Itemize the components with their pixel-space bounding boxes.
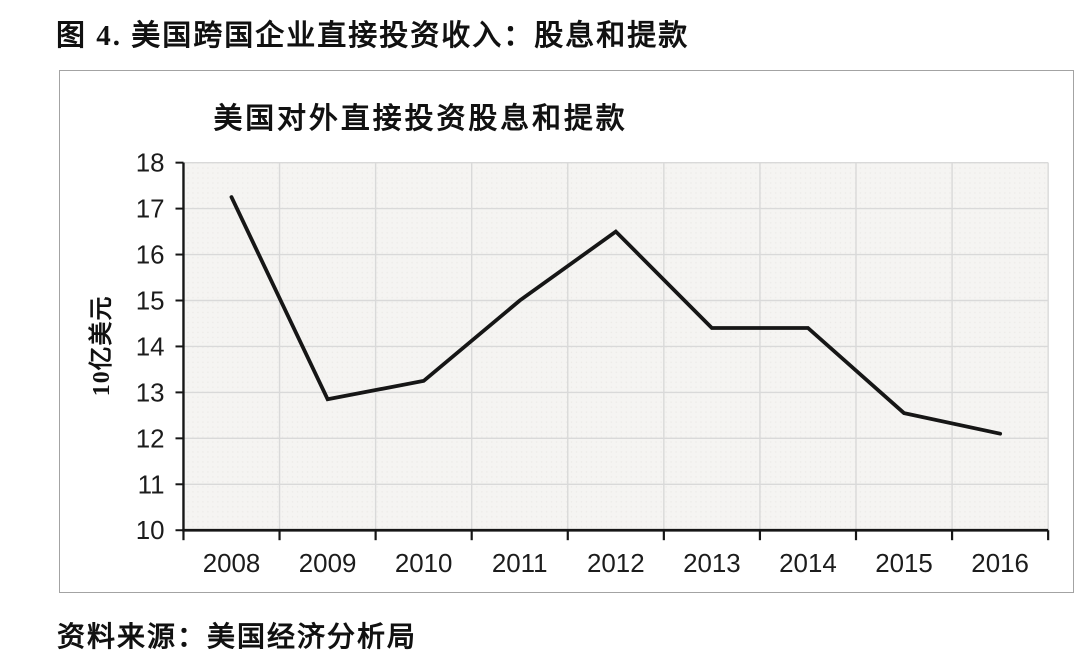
x-tick-label: 2012 — [587, 550, 645, 578]
figure-caption: 图 4. 美国跨国企业直接投资收入：股息和提款 — [56, 20, 690, 52]
chart-title: 美国对外直接投资股息和提款 — [213, 102, 627, 135]
data-line — [229, 195, 1003, 436]
x-tick-label: 2015 — [875, 550, 933, 578]
x-tick-label: 2008 — [203, 550, 261, 578]
x-tick-label: 2013 — [683, 550, 741, 578]
y-tick-label: 17 — [136, 196, 165, 224]
y-tick-label: 15 — [136, 287, 165, 315]
x-tick-label: 2010 — [395, 550, 453, 578]
y-tick-label: 11 — [138, 471, 165, 499]
y-axis-title: 10亿美元 — [87, 296, 115, 397]
x-tick-label: 2011 — [492, 550, 548, 578]
y-tick-label: 14 — [136, 333, 165, 361]
y-tick-label: 10 — [136, 517, 165, 545]
source-note: 资料来源：美国经济分析局 — [57, 622, 418, 653]
chart-frame: 10 11 12 13 14 15 16 17 18 2008 2009 2010 2011 2012 20… — [59, 70, 1074, 593]
y-tick-label: 13 — [136, 379, 165, 407]
x-tick-label: 2009 — [299, 550, 357, 578]
x-tick-label: 2016 — [971, 550, 1029, 578]
x-tick-label: 2014 — [779, 550, 837, 578]
y-tick-label: 16 — [136, 242, 165, 270]
y-tick-label: 18 — [136, 150, 165, 178]
line-chart: 10 11 12 13 14 15 16 17 18 2008 2009 2010 2011 2012 20… — [87, 102, 1050, 578]
y-tick-label: 12 — [136, 425, 165, 453]
